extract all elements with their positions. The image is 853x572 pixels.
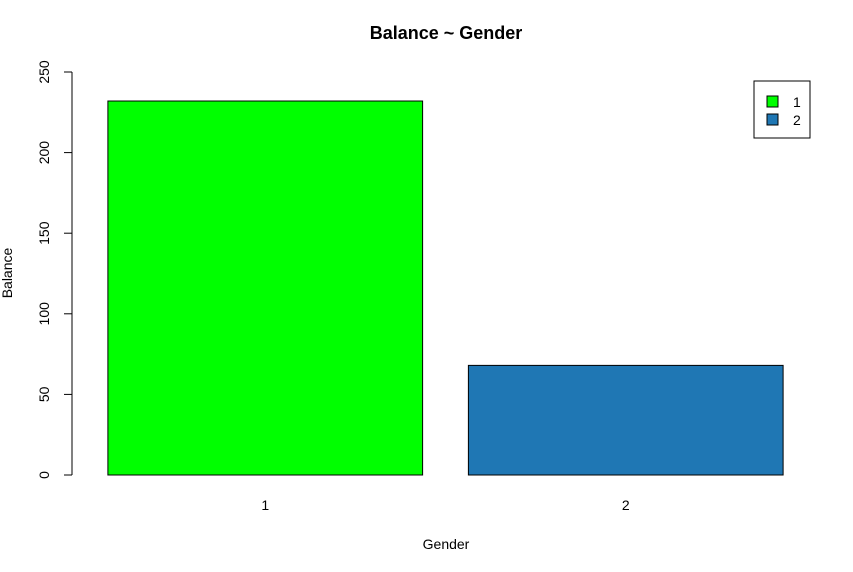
bar-2 [467, 364, 784, 476]
y-tick-label: 100 [36, 302, 52, 326]
bar-1 [107, 100, 424, 476]
legend-swatch [766, 95, 779, 108]
x-tick-label: 1 [261, 497, 269, 513]
y-tick-label: 50 [36, 386, 52, 402]
x-axis-label: Gender [423, 536, 470, 552]
legend-label: 2 [793, 112, 801, 128]
y-tick-label: 250 [36, 60, 52, 84]
chart-title: Balance ~ Gender [370, 23, 523, 43]
x-tick-label: 2 [622, 497, 630, 513]
y-tick-label: 200 [36, 141, 52, 165]
legend-label: 1 [793, 94, 801, 110]
y-axis-label: Balance [0, 247, 15, 298]
y-tick-label: 0 [36, 471, 52, 479]
y-tick-label: 150 [36, 221, 52, 245]
legend-swatch [766, 113, 779, 126]
y-axis: 0 50 100 150 200 250 [36, 60, 73, 479]
bars-group [107, 100, 784, 476]
legend: 12 [753, 80, 811, 139]
legend-box [753, 80, 811, 139]
